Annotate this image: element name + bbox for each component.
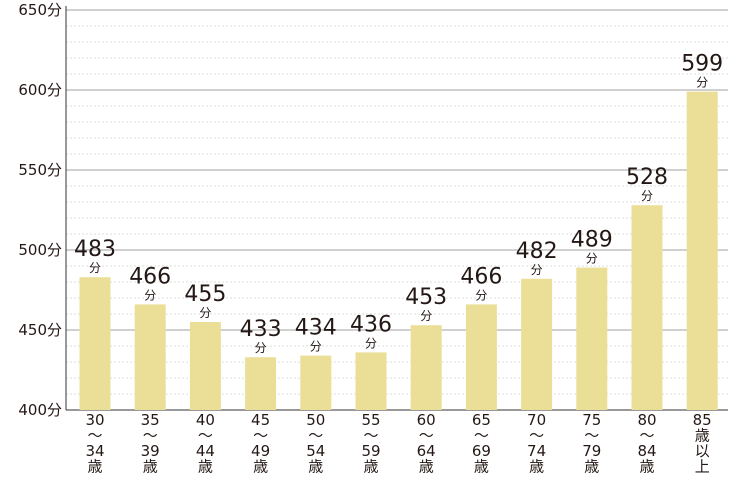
y-tick-label: 600分 xyxy=(18,81,62,99)
x-tick-label: 74 xyxy=(527,442,546,460)
data-label: 436 xyxy=(350,312,392,337)
data-label-unit: 分 xyxy=(310,340,322,354)
bar xyxy=(245,357,277,410)
x-tick-label: 歳 xyxy=(639,458,654,476)
x-tick-label: 歳 xyxy=(198,458,213,476)
x-tick-label: ～ xyxy=(584,427,599,445)
x-tick-label: 歳 xyxy=(529,458,544,476)
bar xyxy=(465,304,497,410)
bar xyxy=(300,355,332,410)
x-tick-label: ～ xyxy=(143,427,158,445)
data-label: 483 xyxy=(74,237,116,262)
bar xyxy=(576,267,608,410)
x-tick-label: 84 xyxy=(637,442,656,460)
x-tick-label: 54 xyxy=(306,442,325,460)
x-tick-label: ～ xyxy=(198,427,213,445)
x-tick-label: 45 xyxy=(251,411,270,429)
bar xyxy=(410,325,442,410)
x-tick-label: 歳 xyxy=(363,458,378,476)
x-tick-label: 79 xyxy=(582,442,601,460)
x-tick-label: 39 xyxy=(141,442,160,460)
data-label-unit: 分 xyxy=(696,76,708,90)
data-label: 466 xyxy=(129,264,171,289)
x-tick-label: ～ xyxy=(253,427,268,445)
x-tick-label: 34 xyxy=(85,442,104,460)
bar xyxy=(521,278,553,410)
x-tick-label: 歳 xyxy=(584,458,599,476)
x-tick-label: 50 xyxy=(306,411,325,429)
bar xyxy=(189,322,221,410)
x-tick-label: 69 xyxy=(472,442,491,460)
x-tick-label: 35 xyxy=(141,411,160,429)
x-tick-label: 44 xyxy=(196,442,215,460)
x-tick-label: 75 xyxy=(582,411,601,429)
data-label: 466 xyxy=(460,264,502,289)
bar xyxy=(631,205,663,410)
y-tick-label: 550分 xyxy=(18,161,62,179)
x-tick-label: 30 xyxy=(85,411,104,429)
x-tick-label: 59 xyxy=(361,442,380,460)
x-tick-label: 歳 xyxy=(87,458,102,476)
x-tick-label: ～ xyxy=(639,427,654,445)
y-tick-label: 400分 xyxy=(18,401,62,419)
y-tick-label: 500分 xyxy=(18,241,62,259)
x-tick-label: ～ xyxy=(474,427,489,445)
x-tick-label: ～ xyxy=(419,427,434,445)
x-tick-label: 歳 xyxy=(695,427,710,445)
x-tick-label: 60 xyxy=(417,411,436,429)
data-label-unit: 分 xyxy=(420,309,432,323)
x-tick-label: ～ xyxy=(308,427,323,445)
data-label-unit: 分 xyxy=(586,252,598,266)
data-label: 433 xyxy=(240,317,282,342)
x-tick-label: 65 xyxy=(472,411,491,429)
bar xyxy=(134,304,166,410)
bar xyxy=(79,277,111,410)
data-label-unit: 分 xyxy=(365,336,377,350)
bar xyxy=(686,91,718,410)
data-label-unit: 分 xyxy=(531,263,543,277)
y-tick-label: 450分 xyxy=(18,321,62,339)
x-tick-label: 80 xyxy=(637,411,656,429)
y-tick-label: 650分 xyxy=(18,1,62,19)
data-label-unit: 分 xyxy=(641,189,653,203)
x-tick-label: 上 xyxy=(695,458,710,476)
data-label-unit: 分 xyxy=(475,288,487,302)
data-label-unit: 分 xyxy=(255,341,267,355)
x-tick-label: 70 xyxy=(527,411,546,429)
x-tick-label: 歳 xyxy=(474,458,489,476)
data-label: 599 xyxy=(681,52,723,77)
data-label-unit: 分 xyxy=(89,261,101,275)
x-tick-label: 49 xyxy=(251,442,270,460)
data-label: 482 xyxy=(516,239,558,264)
data-label: 528 xyxy=(626,165,668,190)
x-tick-label: 歳 xyxy=(419,458,434,476)
data-label: 455 xyxy=(184,282,226,307)
x-tick-label: 40 xyxy=(196,411,215,429)
x-tick-label: 64 xyxy=(417,442,436,460)
x-tick-label: ～ xyxy=(363,427,378,445)
data-label: 453 xyxy=(405,285,447,310)
data-label: 489 xyxy=(571,228,613,253)
x-tick-label: ～ xyxy=(87,427,102,445)
data-label: 434 xyxy=(295,316,337,341)
x-tick-label: 85 xyxy=(693,411,712,429)
x-tick-label: 歳 xyxy=(143,458,158,476)
x-tick-label: 以 xyxy=(695,442,710,460)
data-label-unit: 分 xyxy=(199,306,211,320)
x-tick-label: 歳 xyxy=(253,458,268,476)
bar xyxy=(355,352,387,410)
x-tick-label: 55 xyxy=(361,411,380,429)
x-tick-label: ～ xyxy=(529,427,544,445)
x-tick-label: 歳 xyxy=(308,458,323,476)
data-label-unit: 分 xyxy=(144,288,156,302)
